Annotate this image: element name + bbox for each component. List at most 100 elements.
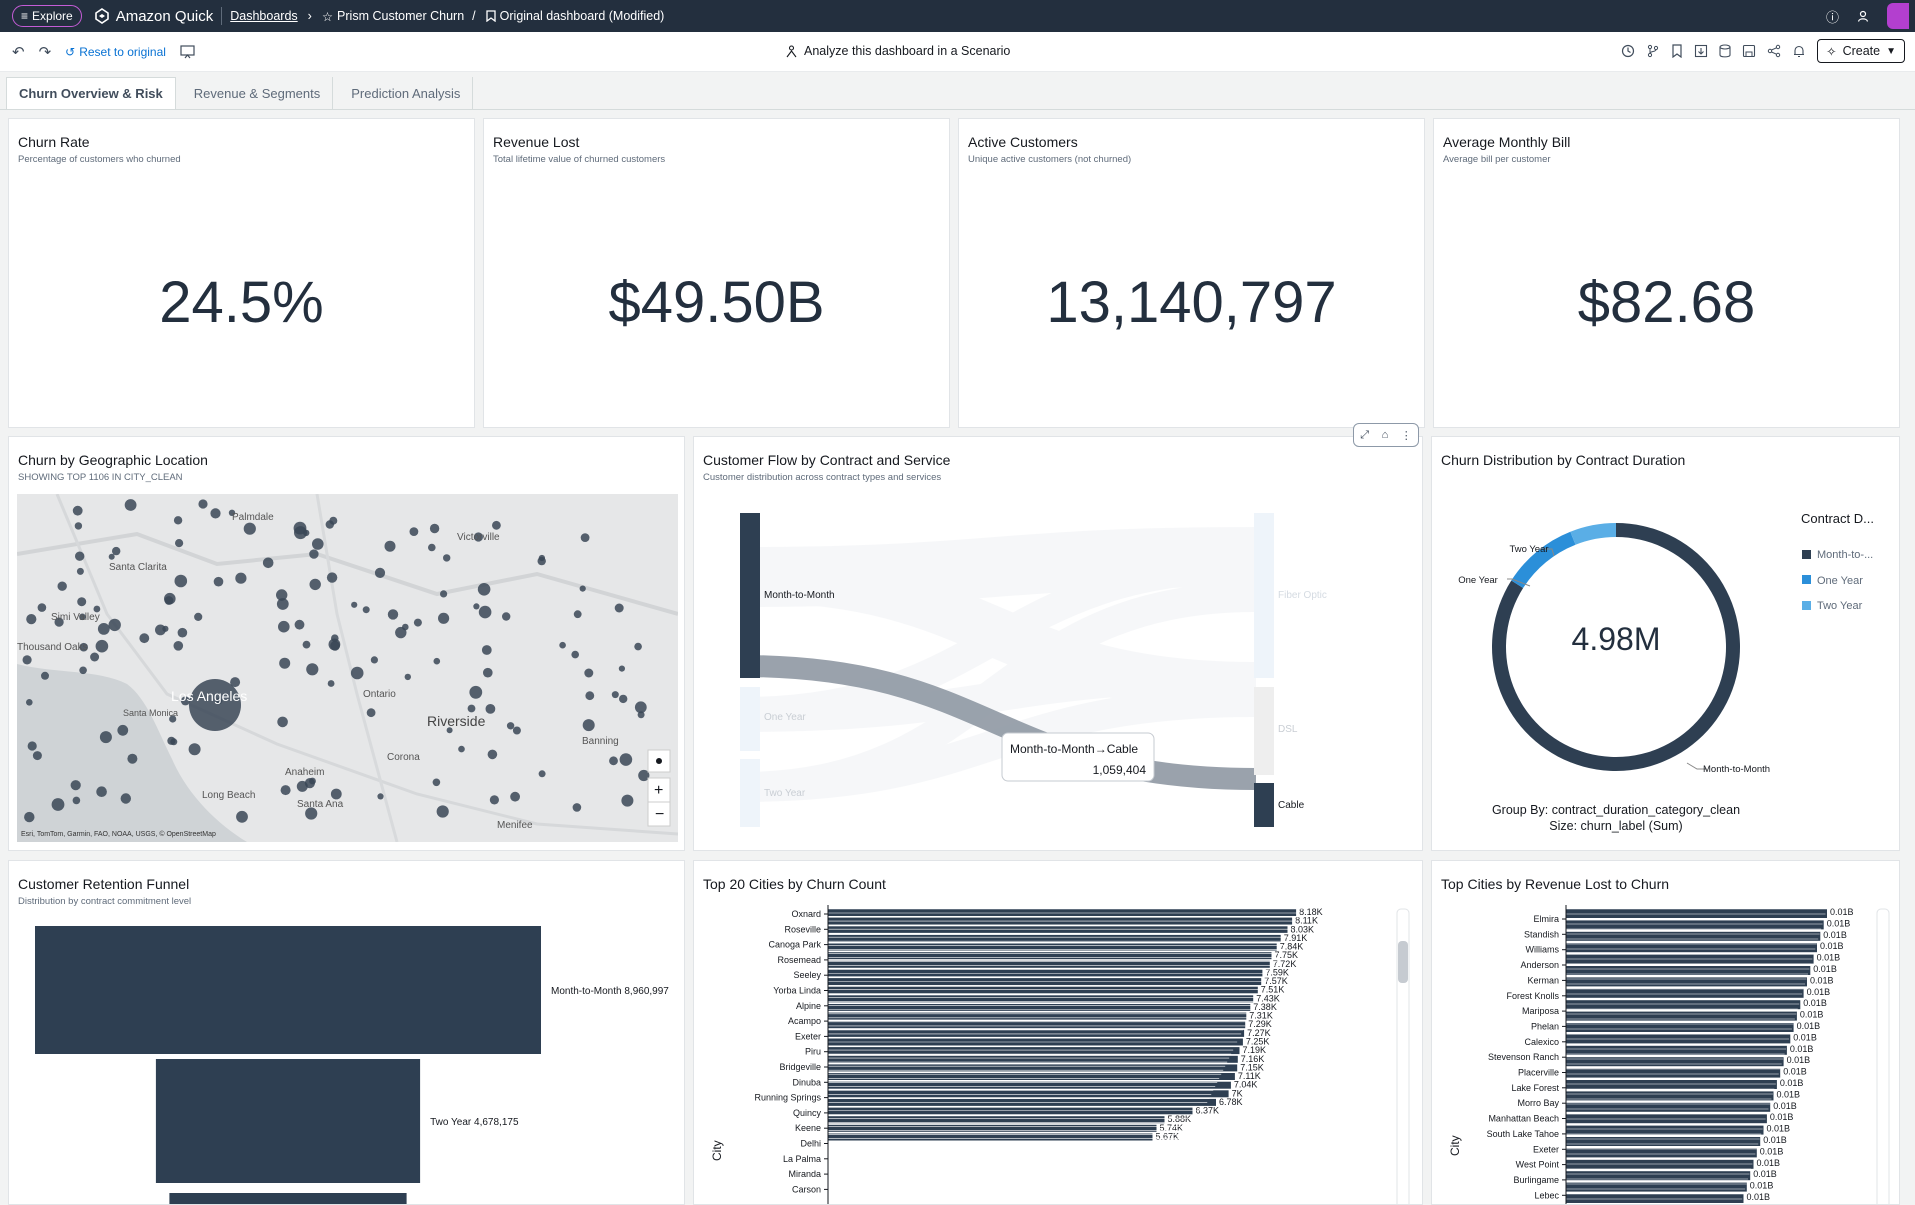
map-point[interactable]	[277, 716, 288, 728]
map-point[interactable]	[278, 620, 290, 633]
map-point[interactable]	[117, 724, 129, 736]
map-point[interactable]	[634, 701, 647, 714]
bar[interactable]	[828, 1116, 1165, 1124]
map-point[interactable]	[572, 803, 582, 812]
map-point[interactable]	[432, 778, 441, 787]
map-point[interactable]	[22, 655, 32, 665]
map-point[interactable]	[580, 533, 590, 542]
funnel-chart[interactable]: Month-to-Month 8,960,997 Two Year 4,678,1…	[9, 861, 685, 1205]
map-point[interactable]	[164, 596, 174, 605]
map-point[interactable]	[108, 618, 121, 632]
map-point[interactable]	[312, 538, 324, 550]
map-point[interactable]	[478, 605, 492, 619]
map-point[interactable]	[351, 601, 358, 608]
bar[interactable]	[828, 1055, 1238, 1063]
map-point[interactable]	[473, 603, 480, 610]
bar[interactable]	[1566, 1102, 1771, 1112]
map-point[interactable]	[57, 581, 67, 591]
bar[interactable]	[1566, 1068, 1781, 1078]
map-point[interactable]	[350, 666, 364, 680]
map-point[interactable]	[571, 650, 579, 659]
bar[interactable]	[1566, 988, 1804, 998]
donut-slice[interactable]	[1570, 523, 1616, 545]
sankey-node-cable[interactable]	[1254, 783, 1274, 827]
map-point[interactable]	[374, 567, 386, 578]
bar[interactable]	[1566, 943, 1817, 953]
map-card[interactable]: Churn by Geographic Location SHOWING TOP…	[8, 436, 685, 851]
funnel-stage[interactable]	[35, 926, 541, 1054]
map-point[interactable]	[72, 796, 81, 805]
funnel-card[interactable]: Customer Retention Funnel Distribution b…	[8, 860, 685, 1205]
kpi-card-revenue-lost[interactable]: Revenue Lost Total lifetime value of chu…	[483, 118, 950, 428]
map-point[interactable]	[177, 627, 188, 638]
map-point[interactable]	[377, 793, 384, 800]
map-point[interactable]	[230, 677, 241, 688]
redo-icon[interactable]: ↷	[38, 43, 52, 61]
map-point[interactable]	[584, 668, 594, 678]
map-point[interactable]	[79, 642, 88, 652]
revenue-bar-card[interactable]: Top Cities by Revenue Lost to Churn City…	[1431, 860, 1900, 1205]
map-point[interactable]	[97, 623, 110, 635]
map-point[interactable]	[458, 745, 465, 753]
map-point[interactable]	[32, 751, 42, 761]
map-point[interactable]	[436, 805, 449, 818]
sankey-node-dsl[interactable]	[1254, 687, 1274, 775]
bar[interactable]	[1566, 1125, 1764, 1135]
explore-button[interactable]: ≡ Explore	[12, 5, 82, 27]
bar[interactable]	[828, 1124, 1157, 1132]
map-point[interactable]	[41, 671, 49, 680]
kpi-card-churn-rate[interactable]: Churn Rate Percentage of customers who c…	[8, 118, 475, 428]
bar[interactable]	[828, 1047, 1240, 1055]
bar[interactable]	[1566, 1171, 1751, 1181]
map-point[interactable]	[489, 795, 499, 805]
map-point[interactable]	[618, 665, 626, 672]
map-point[interactable]	[235, 572, 247, 584]
expand-icon[interactable]: ⤢	[1360, 428, 1370, 441]
map-point[interactable]	[326, 572, 338, 583]
assistant-launcher-icon[interactable]	[1887, 3, 1909, 29]
map-point[interactable]	[120, 793, 131, 804]
map-point[interactable]	[469, 685, 483, 699]
scenario-button[interactable]: Analyze this dashboard in a Scenario	[785, 44, 1010, 58]
map-point[interactable]	[194, 612, 203, 621]
map-point[interactable]	[306, 663, 319, 676]
cities-bar-card[interactable]: Top 20 Cities by Churn Count City 8.18K 8…	[693, 860, 1423, 1205]
alert-icon[interactable]: ⌂	[1381, 429, 1389, 441]
map-point[interactable]	[279, 657, 291, 669]
create-button[interactable]: ✧ Create ▼	[1817, 39, 1905, 63]
map-point[interactable]	[331, 634, 339, 642]
bar[interactable]	[828, 1012, 1247, 1020]
map-point[interactable]	[502, 612, 511, 621]
map-point[interactable]	[294, 619, 305, 630]
map-point[interactable]	[370, 656, 378, 664]
present-icon[interactable]	[180, 44, 195, 59]
star-icon[interactable]: ☆	[321, 9, 334, 24]
map-point[interactable]	[280, 785, 291, 796]
map-point[interactable]	[409, 527, 419, 536]
bar[interactable]	[828, 1081, 1231, 1089]
map-point[interactable]	[573, 610, 582, 619]
sankey-card[interactable]: Customer Flow by Contract and Service Cu…	[693, 436, 1423, 851]
alert-bell-icon[interactable]	[1792, 44, 1806, 58]
map-point[interactable]	[609, 756, 618, 766]
map-point[interactable]	[473, 532, 483, 542]
map-point[interactable]	[510, 791, 520, 802]
map-point[interactable]	[79, 666, 87, 675]
map-point[interactable]	[362, 606, 370, 614]
bar[interactable]	[828, 934, 1281, 942]
map-point[interactable]	[402, 623, 409, 631]
more-options-icon[interactable]: ⋮	[1400, 429, 1412, 442]
map-point[interactable]	[24, 811, 35, 823]
map-point[interactable]	[74, 522, 83, 530]
user-icon[interactable]	[1857, 10, 1869, 22]
bar[interactable]	[828, 1107, 1193, 1115]
map-point[interactable]	[438, 612, 450, 624]
bar[interactable]	[1566, 1194, 1744, 1203]
bar[interactable]	[1566, 1182, 1747, 1192]
bar[interactable]	[828, 1090, 1229, 1098]
funnel-stage[interactable]	[155, 1059, 421, 1183]
map-point[interactable]	[305, 807, 318, 820]
schedule-icon[interactable]	[1621, 44, 1635, 58]
map-point[interactable]	[327, 680, 335, 687]
map-point[interactable]	[433, 657, 441, 665]
